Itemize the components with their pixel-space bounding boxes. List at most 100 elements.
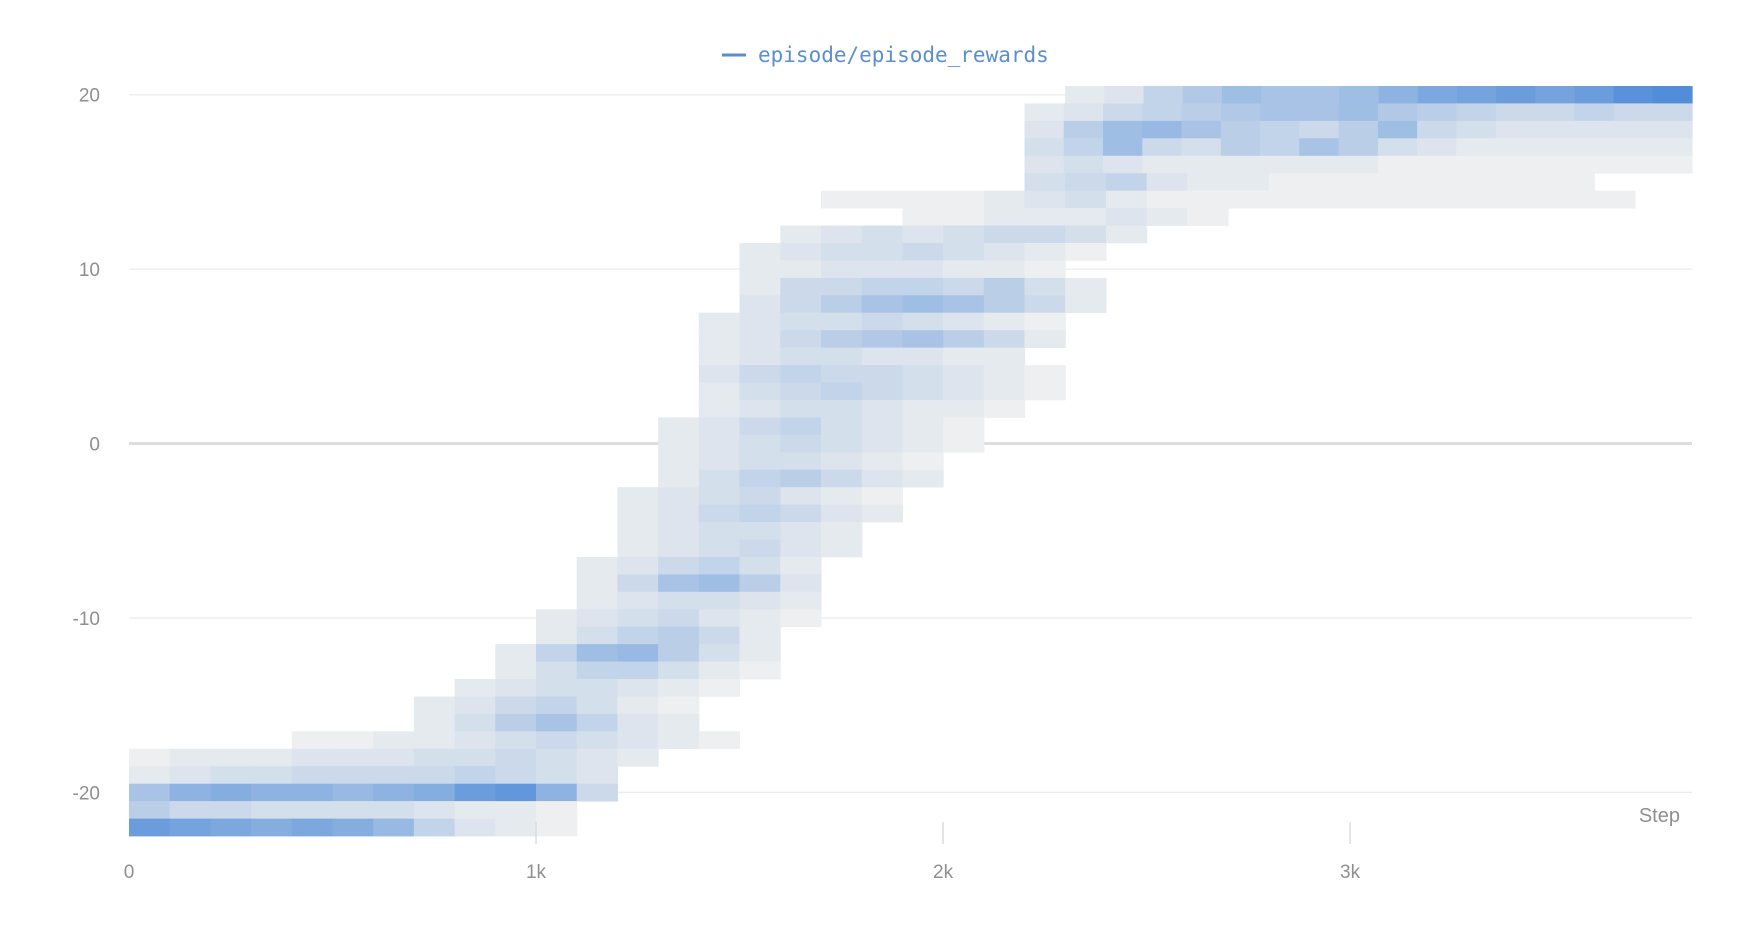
heatmap-cell	[1221, 86, 1262, 104]
heatmap-cell	[1065, 295, 1107, 314]
heatmap-cell	[1339, 86, 1380, 104]
heatmap-cell	[658, 731, 700, 750]
heatmap-cell	[739, 330, 781, 348]
heatmap-cell	[291, 748, 334, 767]
heatmap-cell	[780, 487, 822, 505]
heatmap-cell	[780, 452, 822, 471]
heatmap-cell	[658, 574, 700, 593]
heatmap-cell	[658, 469, 700, 488]
heatmap-cell	[536, 626, 578, 645]
heatmap-cell	[658, 556, 700, 575]
heatmap-cell	[1377, 155, 1418, 174]
heatmap-cell	[739, 522, 781, 540]
heatmap-cell	[983, 295, 1026, 314]
heatmap-cell	[454, 748, 496, 767]
heatmap-cell	[576, 556, 618, 575]
heatmap-cell	[1065, 173, 1107, 191]
heatmap-cell	[1063, 138, 1104, 157]
heatmap-cell	[291, 801, 334, 819]
heatmap-cell	[413, 696, 456, 715]
heatmap-cell	[1456, 120, 1497, 139]
heatmap-cell	[1309, 173, 1351, 191]
heatmap-cell	[698, 487, 741, 505]
heatmap-cell	[617, 748, 659, 767]
heatmap-cell	[617, 522, 659, 540]
heatmap-cell	[413, 766, 456, 784]
heatmap-cell	[169, 766, 211, 784]
heatmap-cell	[1534, 138, 1575, 157]
heatmap-cell	[495, 748, 537, 767]
heatmap-cell	[576, 661, 618, 680]
heatmap-cell	[861, 312, 903, 331]
heatmap-cell	[821, 417, 863, 436]
heatmap-cell	[902, 190, 944, 209]
heatmap-cell	[658, 417, 700, 436]
heatmap-cell	[698, 382, 741, 401]
heatmap-cell	[1063, 103, 1104, 122]
y-tick-label: 0	[89, 435, 100, 456]
heatmap-cell	[251, 818, 293, 837]
heatmap-cell	[1065, 208, 1107, 226]
heatmap-cell	[1228, 173, 1270, 191]
heatmap-cell	[617, 591, 659, 610]
heatmap-cell	[658, 591, 700, 610]
heatmap-cell	[698, 417, 741, 436]
legend[interactable]: episode/episode_rewards	[722, 43, 1049, 67]
heatmap-cell	[373, 818, 415, 837]
heatmap-cell	[454, 696, 496, 715]
heatmap-cell	[1181, 138, 1222, 157]
heatmap-cell	[698, 504, 741, 523]
heatmap-cell	[1300, 86, 1340, 104]
heatmap-cell	[1024, 260, 1066, 279]
heatmap-cell	[1268, 173, 1310, 191]
heatmap-cell	[698, 661, 741, 680]
heatmap-cell	[821, 277, 863, 296]
heatmap-cell	[454, 679, 496, 697]
heatmap-cell	[1431, 173, 1473, 191]
heatmap-cell	[1063, 155, 1104, 174]
heatmap-cell	[658, 609, 700, 628]
heatmap-cell	[1260, 103, 1300, 122]
heatmap-cell	[658, 644, 700, 662]
heatmap-cell	[332, 748, 374, 767]
heatmap-cell	[1103, 103, 1143, 122]
heatmap-cell	[495, 679, 537, 697]
heatmap-cell	[821, 260, 863, 279]
heatmap-cell	[861, 469, 903, 488]
heatmap-cell	[902, 225, 944, 244]
heatmap-cell	[617, 713, 659, 732]
heatmap-cell	[1417, 103, 1457, 122]
heatmap-cell	[413, 731, 456, 750]
heatmap-cell	[902, 312, 944, 331]
heatmap-cell	[902, 243, 944, 261]
heatmap-cell	[861, 330, 903, 348]
heatmap-cell	[210, 748, 252, 767]
heatmap-cell	[332, 731, 374, 750]
heatmap-cell	[129, 801, 171, 819]
heatmap-cell	[1512, 173, 1555, 191]
heatmap-cell	[536, 679, 578, 697]
heatmap-cell	[617, 679, 659, 697]
heatmap-cell	[454, 731, 496, 750]
heatmap-cell	[943, 417, 985, 436]
heatmap-cell	[943, 208, 985, 226]
heatmap-cell	[780, 365, 822, 383]
heatmap-cell	[943, 347, 985, 366]
heatmap-cell	[495, 766, 537, 784]
heatmap-cell	[1574, 120, 1615, 139]
heatmap-cell	[902, 347, 944, 366]
heatmap-cell	[576, 696, 618, 715]
heatmap-cell	[902, 260, 944, 279]
heatmap-cell	[861, 452, 903, 471]
heatmap-cell	[1146, 190, 1188, 209]
heatmap-cell	[617, 504, 659, 523]
heatmap-cell	[1377, 120, 1418, 139]
heatmap-cell	[1024, 155, 1065, 174]
heatmap-cell	[983, 190, 1026, 209]
heatmap-cell	[902, 382, 944, 401]
heatmap-cell	[861, 225, 903, 244]
heatmap-cell	[536, 609, 578, 628]
heatmap-cell	[983, 243, 1026, 261]
heatmap-cell	[210, 766, 252, 784]
heatmap-cell	[617, 574, 659, 593]
